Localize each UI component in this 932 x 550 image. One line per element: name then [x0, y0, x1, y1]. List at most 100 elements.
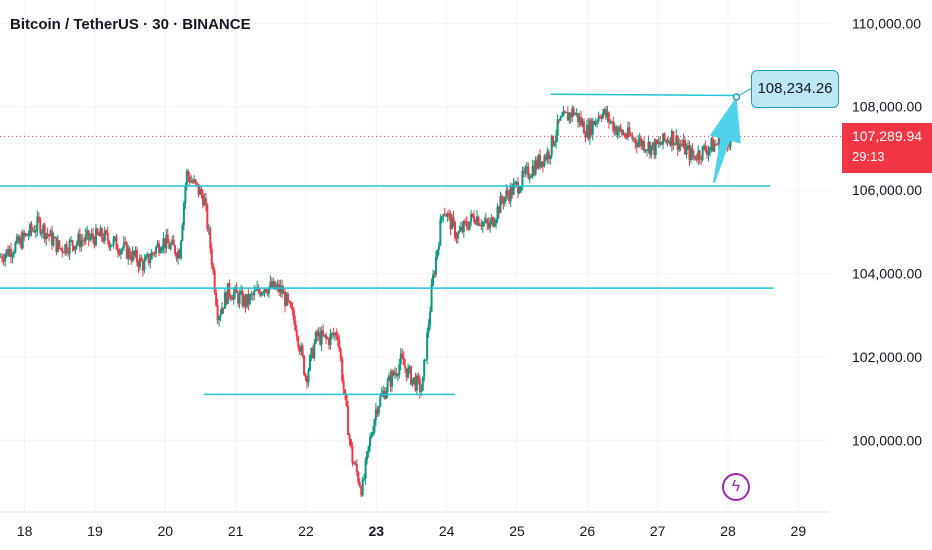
chart-title: Bitcoin / TetherUS · 30 · BINANCE	[10, 16, 251, 33]
candle-body	[219, 313, 222, 318]
candle-body	[560, 116, 563, 118]
candle-body	[81, 240, 84, 242]
candle-body	[379, 396, 382, 407]
candle-body	[94, 228, 97, 246]
candle-body	[703, 145, 706, 147]
candle-body	[499, 196, 502, 214]
candle-body	[382, 391, 385, 394]
candle-body	[626, 127, 629, 138]
candle-body	[458, 230, 461, 233]
candle-body	[46, 233, 49, 235]
candle-body	[432, 274, 435, 286]
candle-body	[536, 160, 539, 168]
candle-body	[445, 214, 448, 217]
candle-body	[681, 144, 684, 147]
x-tick-label: 24	[439, 523, 455, 539]
candle-body	[42, 224, 45, 233]
candle-body	[136, 250, 139, 263]
candle-body	[687, 145, 690, 148]
candle-body	[475, 216, 478, 225]
candle-body	[326, 338, 329, 340]
candle-body	[17, 236, 20, 243]
candle-body	[544, 156, 547, 160]
candle-body	[483, 222, 486, 224]
candle-body	[97, 233, 100, 237]
candle-body	[199, 188, 202, 195]
candle-body	[241, 290, 244, 306]
candle-body	[181, 224, 184, 241]
candle-body	[130, 257, 133, 261]
x-tick-label: 29	[791, 523, 807, 539]
candle-body	[288, 300, 291, 302]
candle-body	[231, 298, 234, 300]
candle-body	[401, 353, 404, 358]
candle-body	[480, 225, 483, 227]
candle-body	[376, 409, 379, 414]
candle-body	[468, 221, 471, 230]
candle-body	[713, 144, 716, 152]
candle-body	[465, 221, 468, 228]
candle-body	[459, 226, 462, 231]
candle-body	[196, 182, 199, 185]
candle-body	[358, 482, 361, 487]
candle-body	[618, 126, 621, 132]
candle-body	[386, 380, 389, 392]
candle-body	[194, 179, 197, 183]
candle-body	[125, 242, 128, 259]
candle-body	[540, 161, 543, 167]
candle-body	[553, 142, 556, 146]
candle-body	[621, 130, 624, 135]
candle-body	[319, 332, 322, 345]
candle-body	[325, 334, 328, 339]
candle-body	[555, 135, 558, 143]
candle-body	[673, 143, 676, 146]
candle-body	[706, 150, 709, 155]
candle-body	[594, 121, 597, 125]
candle-body	[43, 224, 46, 240]
y-tick-label: 100,000.00	[852, 432, 922, 448]
candle-body	[354, 463, 357, 465]
candle-body	[357, 472, 360, 483]
candle-body	[215, 292, 218, 306]
candle-body	[632, 138, 635, 140]
candle-body	[1, 256, 4, 260]
candle-body	[330, 333, 333, 335]
candle-body	[500, 196, 503, 201]
candle-body	[128, 248, 131, 258]
candle-body	[434, 257, 437, 275]
candle-body	[407, 367, 410, 378]
lightning-bolt-icon[interactable]: ϟ	[722, 473, 750, 501]
candle-body	[115, 236, 118, 250]
candle-body	[345, 394, 348, 407]
candle-body	[260, 292, 263, 296]
candle-body	[415, 375, 418, 391]
candle-body	[638, 138, 641, 142]
candle-body	[563, 111, 566, 113]
candle-body	[2, 259, 5, 262]
candle-body	[417, 375, 420, 379]
candle-body	[429, 311, 432, 326]
candle-body	[237, 293, 240, 304]
candle-body	[675, 135, 678, 144]
candle-body	[65, 244, 68, 253]
candle-body	[341, 358, 344, 381]
candle-body	[634, 138, 637, 144]
candle-body	[591, 120, 594, 135]
candle-body	[528, 177, 531, 179]
candle-body	[662, 133, 665, 144]
candle-body	[484, 219, 487, 223]
candle-body	[112, 238, 115, 245]
candle-body	[304, 374, 307, 378]
candle-body	[436, 249, 439, 258]
candle-body	[78, 234, 81, 248]
candle-body	[67, 252, 70, 254]
candle-body	[502, 200, 505, 204]
candle-body	[62, 252, 65, 254]
candle-body	[562, 111, 565, 117]
candle-body	[728, 146, 731, 148]
candle-body	[339, 348, 342, 359]
candle-body	[522, 171, 525, 174]
candle-body	[182, 203, 185, 225]
candle-body	[178, 251, 181, 259]
